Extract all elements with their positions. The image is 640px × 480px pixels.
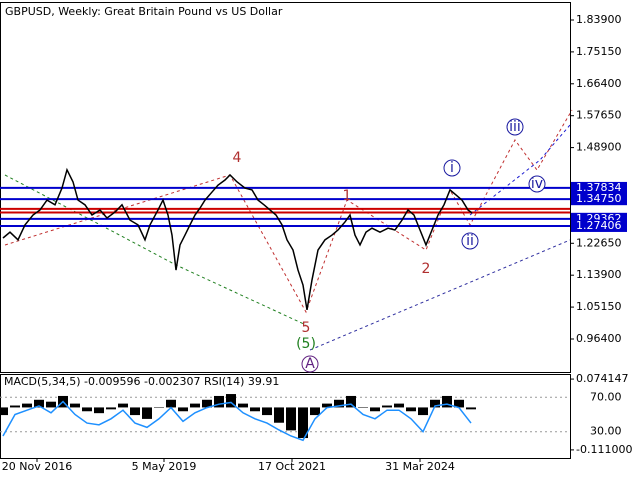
wave-label: i — [450, 160, 454, 176]
price-line — [2, 167, 473, 310]
y-tick-label: -0.111000 — [576, 443, 632, 456]
wave-label: 5 — [302, 320, 311, 336]
macd-bar — [430, 399, 440, 408]
macd-bar — [226, 394, 236, 408]
wave-line — [309, 239, 571, 351]
macd-bar — [0, 407, 8, 416]
wave-label: iii — [509, 119, 521, 135]
macd-bar — [202, 399, 212, 408]
macd-bar — [130, 407, 140, 416]
wave-line — [4, 109, 573, 314]
macd-bar — [94, 407, 104, 414]
macd-bar — [82, 407, 92, 412]
x-tick-label: 31 Mar 2024 — [385, 460, 455, 473]
level-label-box — [571, 193, 627, 206]
wave-label-circle — [443, 159, 461, 177]
rsi-line — [2, 400, 472, 442]
macd-bar — [46, 401, 56, 408]
macd-bar — [382, 405, 392, 408]
macd-bar — [310, 407, 320, 416]
macd-bar — [418, 407, 428, 416]
macd-bar — [10, 405, 20, 408]
y-tick-label: 1.83900 — [576, 13, 622, 26]
y-tick-label: 0.96400 — [576, 332, 622, 345]
chart-title: GBPUSD, Weekly: Great Britain Pound vs U… — [5, 5, 283, 18]
wave-label-circle — [301, 355, 319, 373]
macd-bar — [106, 407, 116, 410]
macd-bar — [406, 407, 416, 412]
wave-label: 4 — [233, 150, 242, 166]
wave-label: A — [305, 356, 315, 372]
wave-label-circle — [506, 118, 524, 136]
macd-bar — [346, 395, 356, 408]
macd-bar — [238, 403, 248, 408]
macd-bar — [298, 407, 308, 439]
y-tick-label: 1.66400 — [576, 77, 622, 90]
x-tick-label: 17 Oct 2021 — [258, 460, 326, 473]
macd-bar — [34, 399, 44, 408]
wave-lines — [4, 109, 573, 351]
y-tick-label: 1.05150 — [576, 300, 622, 313]
y2-tick-label: 70.00 — [590, 390, 622, 403]
wave-label: 2 — [422, 261, 431, 277]
wave-label: (5) — [296, 336, 316, 352]
macd-bar — [22, 403, 32, 408]
wave-label-circle — [528, 175, 546, 193]
macd-bar — [118, 403, 128, 408]
macd-bar — [274, 407, 284, 423]
y-tick-label: 1.48900 — [576, 141, 622, 154]
macd-bar — [334, 399, 344, 408]
macd-bar — [214, 395, 224, 408]
macd-bar — [178, 407, 188, 412]
macd-bar — [250, 407, 260, 412]
macd-bar — [286, 407, 296, 431]
indicator-panel — [0, 374, 571, 459]
y-tick-label: 1.75150 — [576, 45, 622, 58]
macd-bar — [166, 399, 176, 408]
wave-line — [4, 174, 307, 326]
y-tick-label: 1.22650 — [576, 236, 622, 249]
macd-bar — [154, 407, 164, 408]
wave-label: 1 — [343, 188, 352, 204]
level-label-box — [571, 219, 627, 232]
macd-bar — [466, 407, 476, 410]
macd-bar — [394, 403, 404, 408]
macd-bar — [262, 407, 272, 416]
macd-bar — [142, 407, 152, 419]
macd-bar — [358, 407, 368, 408]
indicator-title: MACD(5,34,5) -0.009596 -0.002307 RSI(14)… — [4, 375, 279, 388]
macd-bar — [454, 399, 464, 408]
level-label: 1.27406 — [576, 219, 622, 232]
level-label: 1.37834 — [576, 181, 622, 194]
y-tick-label: 1.13900 — [576, 268, 622, 281]
macd-bar — [70, 403, 80, 408]
wave-label: iv — [531, 176, 543, 192]
level-label: 1.34750 — [576, 192, 622, 205]
macd-bar — [442, 395, 452, 408]
x-tick-label: 20 Nov 2016 — [2, 460, 72, 473]
y-tick-label: 1.57650 — [576, 109, 622, 122]
macd-bar — [322, 403, 332, 408]
x-tick-label: 5 May 2019 — [132, 460, 197, 473]
level-label-box — [571, 181, 627, 194]
macd-bar — [370, 407, 380, 412]
macd-bar — [190, 403, 200, 408]
wave-label: ii — [466, 233, 474, 249]
y2-tick-label: 30.00 — [590, 425, 622, 438]
wave-label-circle — [461, 232, 479, 250]
y-tick-label: 0.074147 — [576, 372, 629, 385]
